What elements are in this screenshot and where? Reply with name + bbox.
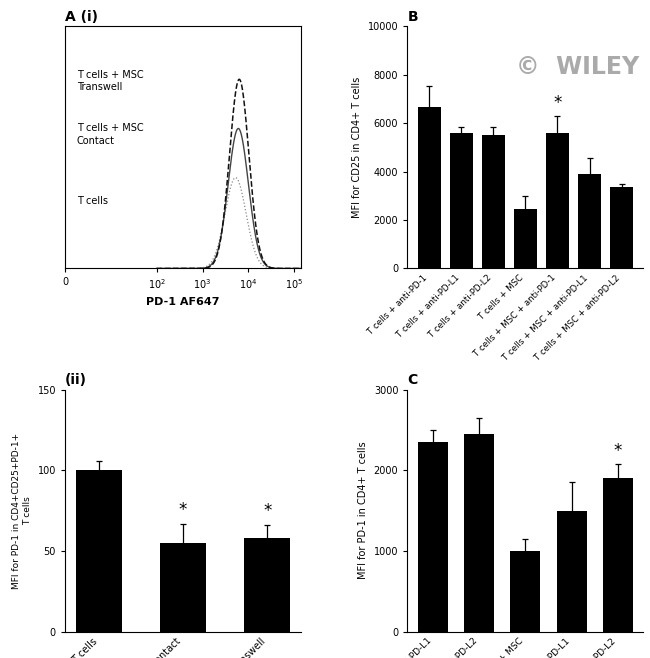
Text: T cells: T cells — [77, 196, 108, 206]
Bar — [514, 209, 537, 268]
Bar — [160, 543, 206, 632]
Bar — [418, 107, 441, 268]
Text: ©  WILEY: © WILEY — [515, 55, 639, 80]
Text: *: * — [263, 502, 272, 520]
Bar — [418, 442, 448, 632]
Text: C: C — [408, 373, 418, 387]
Bar — [510, 551, 540, 632]
Text: *: * — [614, 442, 622, 460]
X-axis label: PD-1 AF647: PD-1 AF647 — [146, 297, 220, 307]
Text: A (i): A (i) — [65, 10, 98, 24]
Bar — [76, 470, 122, 632]
Text: *: * — [179, 501, 187, 519]
Bar — [450, 133, 473, 268]
Bar — [464, 434, 494, 632]
Text: T cells + MSC
Contact: T cells + MSC Contact — [77, 123, 144, 145]
Bar — [482, 136, 504, 268]
Bar — [578, 174, 601, 268]
Y-axis label: MFI for PD-1 in CD4+CD25+PD-1+
T cells: MFI for PD-1 in CD4+CD25+PD-1+ T cells — [12, 432, 32, 589]
Y-axis label: MFI for PD-1 in CD4+ T cells: MFI for PD-1 in CD4+ T cells — [358, 442, 368, 580]
Bar — [244, 538, 291, 632]
Text: B: B — [408, 10, 418, 24]
Text: *: * — [553, 93, 562, 112]
Bar — [603, 478, 632, 632]
Text: (ii): (ii) — [65, 373, 87, 387]
Text: T cells + MSC
Transwell: T cells + MSC Transwell — [77, 70, 144, 92]
Bar — [556, 511, 586, 632]
Bar — [610, 188, 632, 268]
Y-axis label: MFI for CD25 in CD4+ T cells: MFI for CD25 in CD4+ T cells — [352, 77, 362, 218]
Bar — [546, 133, 569, 268]
